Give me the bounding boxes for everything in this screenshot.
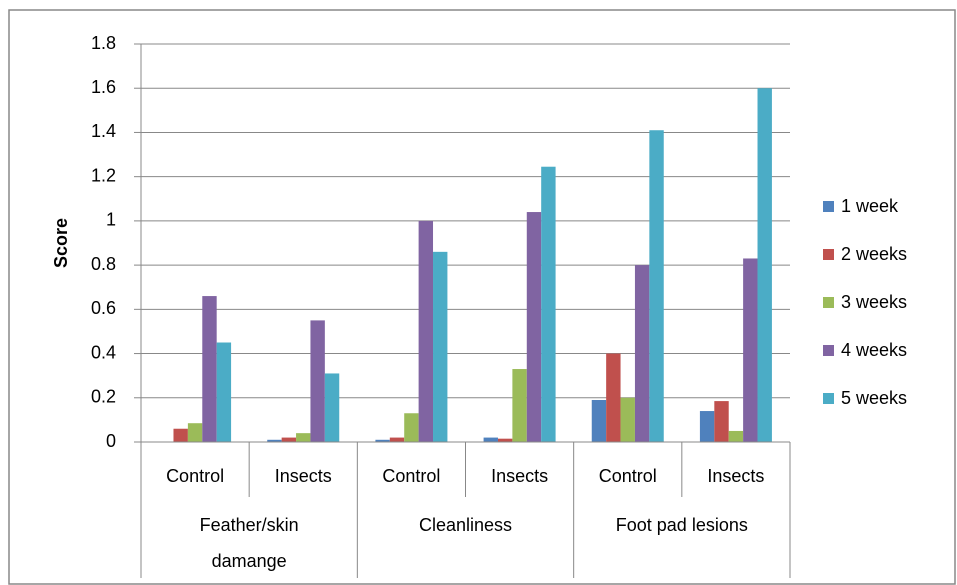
y-tick-label: 1.8	[91, 33, 116, 53]
y-tick-label: 1.2	[91, 165, 116, 185]
bar	[324, 373, 340, 442]
bar	[634, 265, 650, 442]
group-label: Foot pad lesions	[615, 515, 748, 535]
bar	[526, 212, 542, 442]
x-tick-label: Control	[382, 466, 440, 486]
bar	[541, 166, 556, 442]
bar	[375, 439, 390, 442]
bar	[620, 397, 635, 442]
bar	[714, 401, 729, 442]
y-tick-label: 1.4	[91, 121, 116, 141]
y-tick-label: 1.6	[91, 77, 116, 97]
bar	[606, 353, 621, 442]
legend-swatch	[823, 345, 834, 356]
x-tick-label: Insects	[275, 466, 332, 486]
x-tick-label: Control	[166, 466, 224, 486]
bar	[216, 342, 232, 442]
bar	[310, 320, 325, 442]
group-label: Cleanliness	[418, 515, 513, 535]
bar	[512, 369, 527, 442]
y-tick-label: 1	[106, 210, 116, 230]
bar	[187, 423, 203, 442]
y-tick-label: 0.6	[91, 298, 116, 318]
bar	[202, 296, 217, 442]
bar	[267, 439, 282, 442]
legend-label: 3 weeks	[841, 292, 907, 312]
legend-swatch	[823, 297, 834, 308]
group-label: Feather/skin damange	[199, 515, 299, 571]
bar	[404, 413, 419, 442]
bar	[591, 399, 607, 442]
legend-swatch	[823, 201, 834, 212]
y-axis-label: Score	[51, 218, 71, 268]
legend-label: 5 weeks	[841, 388, 907, 408]
bar	[483, 437, 498, 442]
bar	[433, 251, 448, 442]
y-tick-label: 0.4	[91, 342, 116, 362]
bar	[649, 130, 664, 442]
bar	[699, 411, 715, 442]
chart-frame	[8, 9, 956, 585]
bar	[389, 437, 405, 442]
bar	[296, 433, 311, 442]
y-tick-label: 0	[106, 431, 116, 451]
legend-label: 1 week	[841, 196, 899, 216]
bar	[743, 258, 758, 442]
y-tick-label: 0.8	[91, 254, 116, 274]
bar	[728, 430, 744, 442]
bar	[418, 220, 434, 442]
bar	[173, 428, 188, 442]
legend-swatch	[823, 249, 834, 260]
bar	[757, 88, 772, 442]
legend-swatch	[823, 393, 834, 404]
legend-label: 4 weeks	[841, 340, 907, 360]
bar	[281, 437, 297, 442]
x-tick-label: Insects	[491, 466, 548, 486]
x-tick-label: Control	[599, 466, 657, 486]
bar	[497, 438, 513, 442]
y-tick-label: 0.2	[91, 387, 116, 407]
legend-label: 2 weeks	[841, 244, 907, 264]
x-tick-label: Insects	[707, 466, 764, 486]
